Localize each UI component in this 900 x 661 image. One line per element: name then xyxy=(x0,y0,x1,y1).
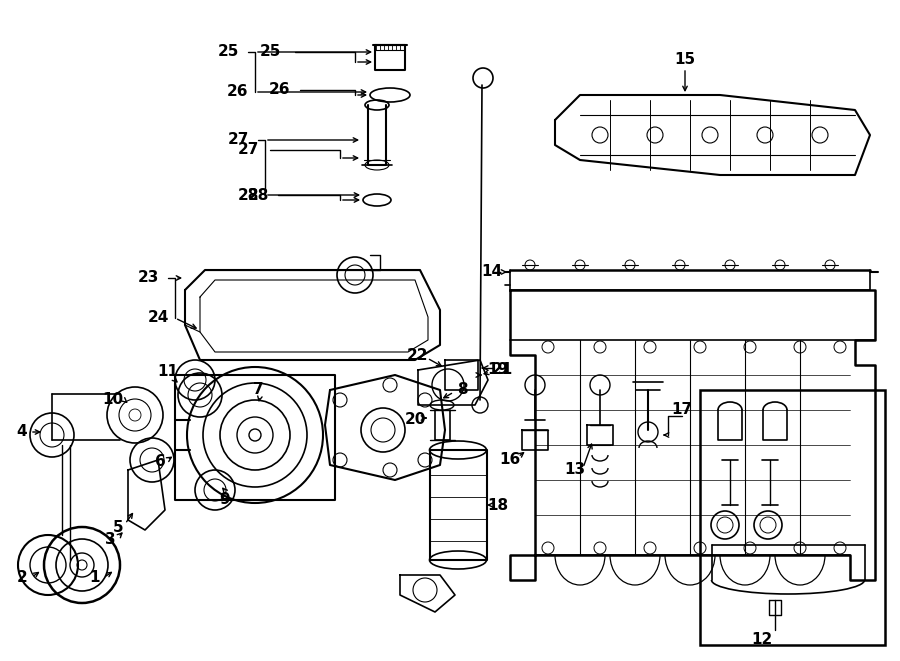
Text: 9: 9 xyxy=(220,492,230,508)
Text: 27: 27 xyxy=(228,132,248,147)
Text: 2: 2 xyxy=(16,570,27,586)
Text: 22: 22 xyxy=(407,348,428,364)
Text: 27: 27 xyxy=(238,143,258,157)
Text: 24: 24 xyxy=(148,311,168,325)
Text: 20: 20 xyxy=(404,412,426,428)
Text: 15: 15 xyxy=(674,52,696,67)
Text: 5: 5 xyxy=(112,520,123,535)
Text: 6: 6 xyxy=(155,455,166,469)
Text: 17: 17 xyxy=(671,403,693,418)
Text: 21: 21 xyxy=(491,362,513,377)
Text: 4: 4 xyxy=(17,424,27,440)
Bar xyxy=(700,390,885,645)
Text: 7: 7 xyxy=(253,383,264,397)
Text: 13: 13 xyxy=(564,463,586,477)
Text: 28: 28 xyxy=(238,188,258,202)
Text: 23: 23 xyxy=(138,270,158,286)
Text: 16: 16 xyxy=(500,453,520,467)
Text: 25: 25 xyxy=(217,44,239,59)
Text: 14: 14 xyxy=(482,264,502,280)
Text: 8: 8 xyxy=(456,383,467,397)
Text: 26: 26 xyxy=(227,85,248,100)
Text: 25: 25 xyxy=(259,44,281,59)
Text: 3: 3 xyxy=(104,533,115,547)
Text: 26: 26 xyxy=(269,83,291,98)
Text: 12: 12 xyxy=(752,633,772,648)
Text: 1: 1 xyxy=(90,570,100,586)
Text: 11: 11 xyxy=(158,364,178,379)
Text: 18: 18 xyxy=(488,498,508,512)
Text: 19: 19 xyxy=(488,362,508,377)
Text: 10: 10 xyxy=(103,393,123,407)
Text: 28: 28 xyxy=(248,188,269,202)
